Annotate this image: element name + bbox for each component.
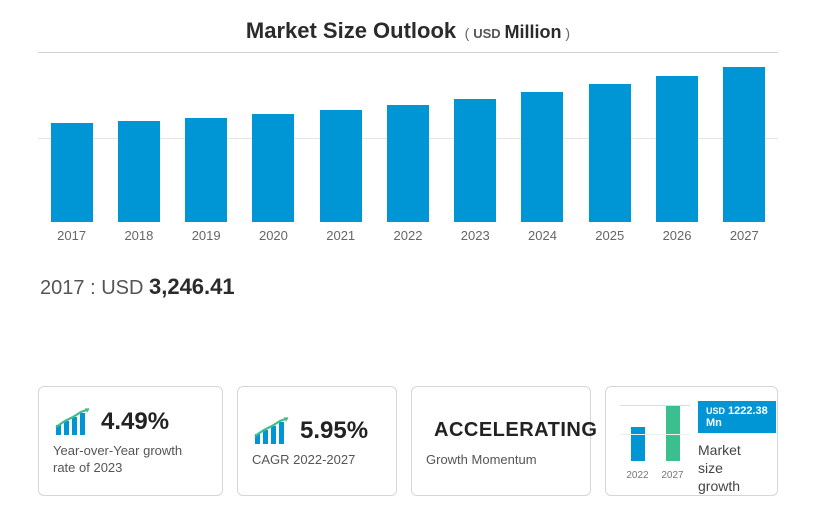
chart-plot-area bbox=[38, 52, 778, 222]
mini-x-label: 2022 bbox=[626, 470, 648, 481]
chart-title: Market Size Outlook bbox=[246, 18, 456, 43]
bar-chart: 2017201820192020202120222023202420252026… bbox=[38, 52, 778, 252]
x-axis-label: 2026 bbox=[643, 228, 710, 243]
bar-slot bbox=[711, 53, 778, 222]
momentum-label: Growth Momentum bbox=[426, 452, 576, 469]
growth-chart-icon bbox=[252, 416, 292, 446]
x-axis-label: 2021 bbox=[307, 228, 374, 243]
x-axis-label: 2022 bbox=[374, 228, 441, 243]
baseline-currency: USD bbox=[101, 277, 143, 299]
bar bbox=[185, 118, 227, 222]
card-market-size-growth: 2022 2027 USD1222.38 Mn Market size growt… bbox=[605, 386, 778, 496]
mini-bar bbox=[666, 406, 680, 461]
x-axis-label: 2023 bbox=[442, 228, 509, 243]
card-momentum: Accelerating Growth Momentum bbox=[411, 386, 591, 496]
chart-x-axis: 2017201820192020202120222023202420252026… bbox=[38, 228, 778, 243]
cagr-label: CAGR 2022-2027 bbox=[252, 452, 382, 469]
yoy-label: Year-over-Year growth rate of 2023 bbox=[53, 443, 208, 477]
bar bbox=[521, 92, 563, 222]
baseline-value-row: 2017 : USD 3,246.41 bbox=[40, 274, 816, 300]
bar-slot bbox=[307, 53, 374, 222]
bar bbox=[387, 105, 429, 222]
mini-x-label: 2027 bbox=[661, 470, 683, 481]
bar-slot bbox=[643, 53, 710, 222]
bar bbox=[589, 84, 631, 222]
x-axis-label: 2027 bbox=[711, 228, 778, 243]
bar-slot bbox=[38, 53, 105, 222]
baseline-year: 2017 bbox=[40, 277, 85, 299]
metric-cards: 4.49% Year-over-Year growth rate of 2023… bbox=[38, 386, 778, 496]
bar-slot bbox=[240, 53, 307, 222]
bar-slot bbox=[442, 53, 509, 222]
chart-title-row: Market Size Outlook ( USD Million ) bbox=[0, 0, 816, 44]
card-yoy-growth: 4.49% Year-over-Year growth rate of 2023 bbox=[38, 386, 223, 496]
mini-bar-chart: 2022 2027 bbox=[620, 401, 690, 481]
card-cagr: 5.95% CAGR 2022-2027 bbox=[237, 386, 397, 496]
chart-title-unit: ( USD Million ) bbox=[465, 25, 570, 41]
growth-chart-icon bbox=[53, 407, 93, 437]
bar bbox=[656, 76, 698, 222]
bar bbox=[454, 99, 496, 222]
x-axis-label: 2024 bbox=[509, 228, 576, 243]
baseline-value: 3,246.41 bbox=[149, 274, 235, 299]
bar bbox=[320, 110, 362, 222]
bar bbox=[51, 123, 93, 222]
bar-slot bbox=[173, 53, 240, 222]
x-axis-label: 2019 bbox=[173, 228, 240, 243]
bar-slot bbox=[374, 53, 441, 222]
momentum-value: Accelerating bbox=[434, 419, 597, 442]
x-axis-label: 2020 bbox=[240, 228, 307, 243]
mini-bar bbox=[631, 427, 645, 461]
x-axis-label: 2017 bbox=[38, 228, 105, 243]
growth-label: Market size growth bbox=[698, 441, 767, 496]
bar-slot bbox=[509, 53, 576, 222]
bar bbox=[252, 114, 294, 222]
bar bbox=[118, 121, 160, 222]
x-axis-label: 2025 bbox=[576, 228, 643, 243]
bar-slot bbox=[576, 53, 643, 222]
x-axis-label: 2018 bbox=[105, 228, 172, 243]
growth-badge: USD1222.38 Mn bbox=[698, 401, 776, 433]
yoy-value: 4.49% bbox=[101, 408, 169, 436]
bar-slot bbox=[105, 53, 172, 222]
cagr-value: 5.95% bbox=[300, 417, 368, 445]
bar bbox=[723, 67, 765, 222]
